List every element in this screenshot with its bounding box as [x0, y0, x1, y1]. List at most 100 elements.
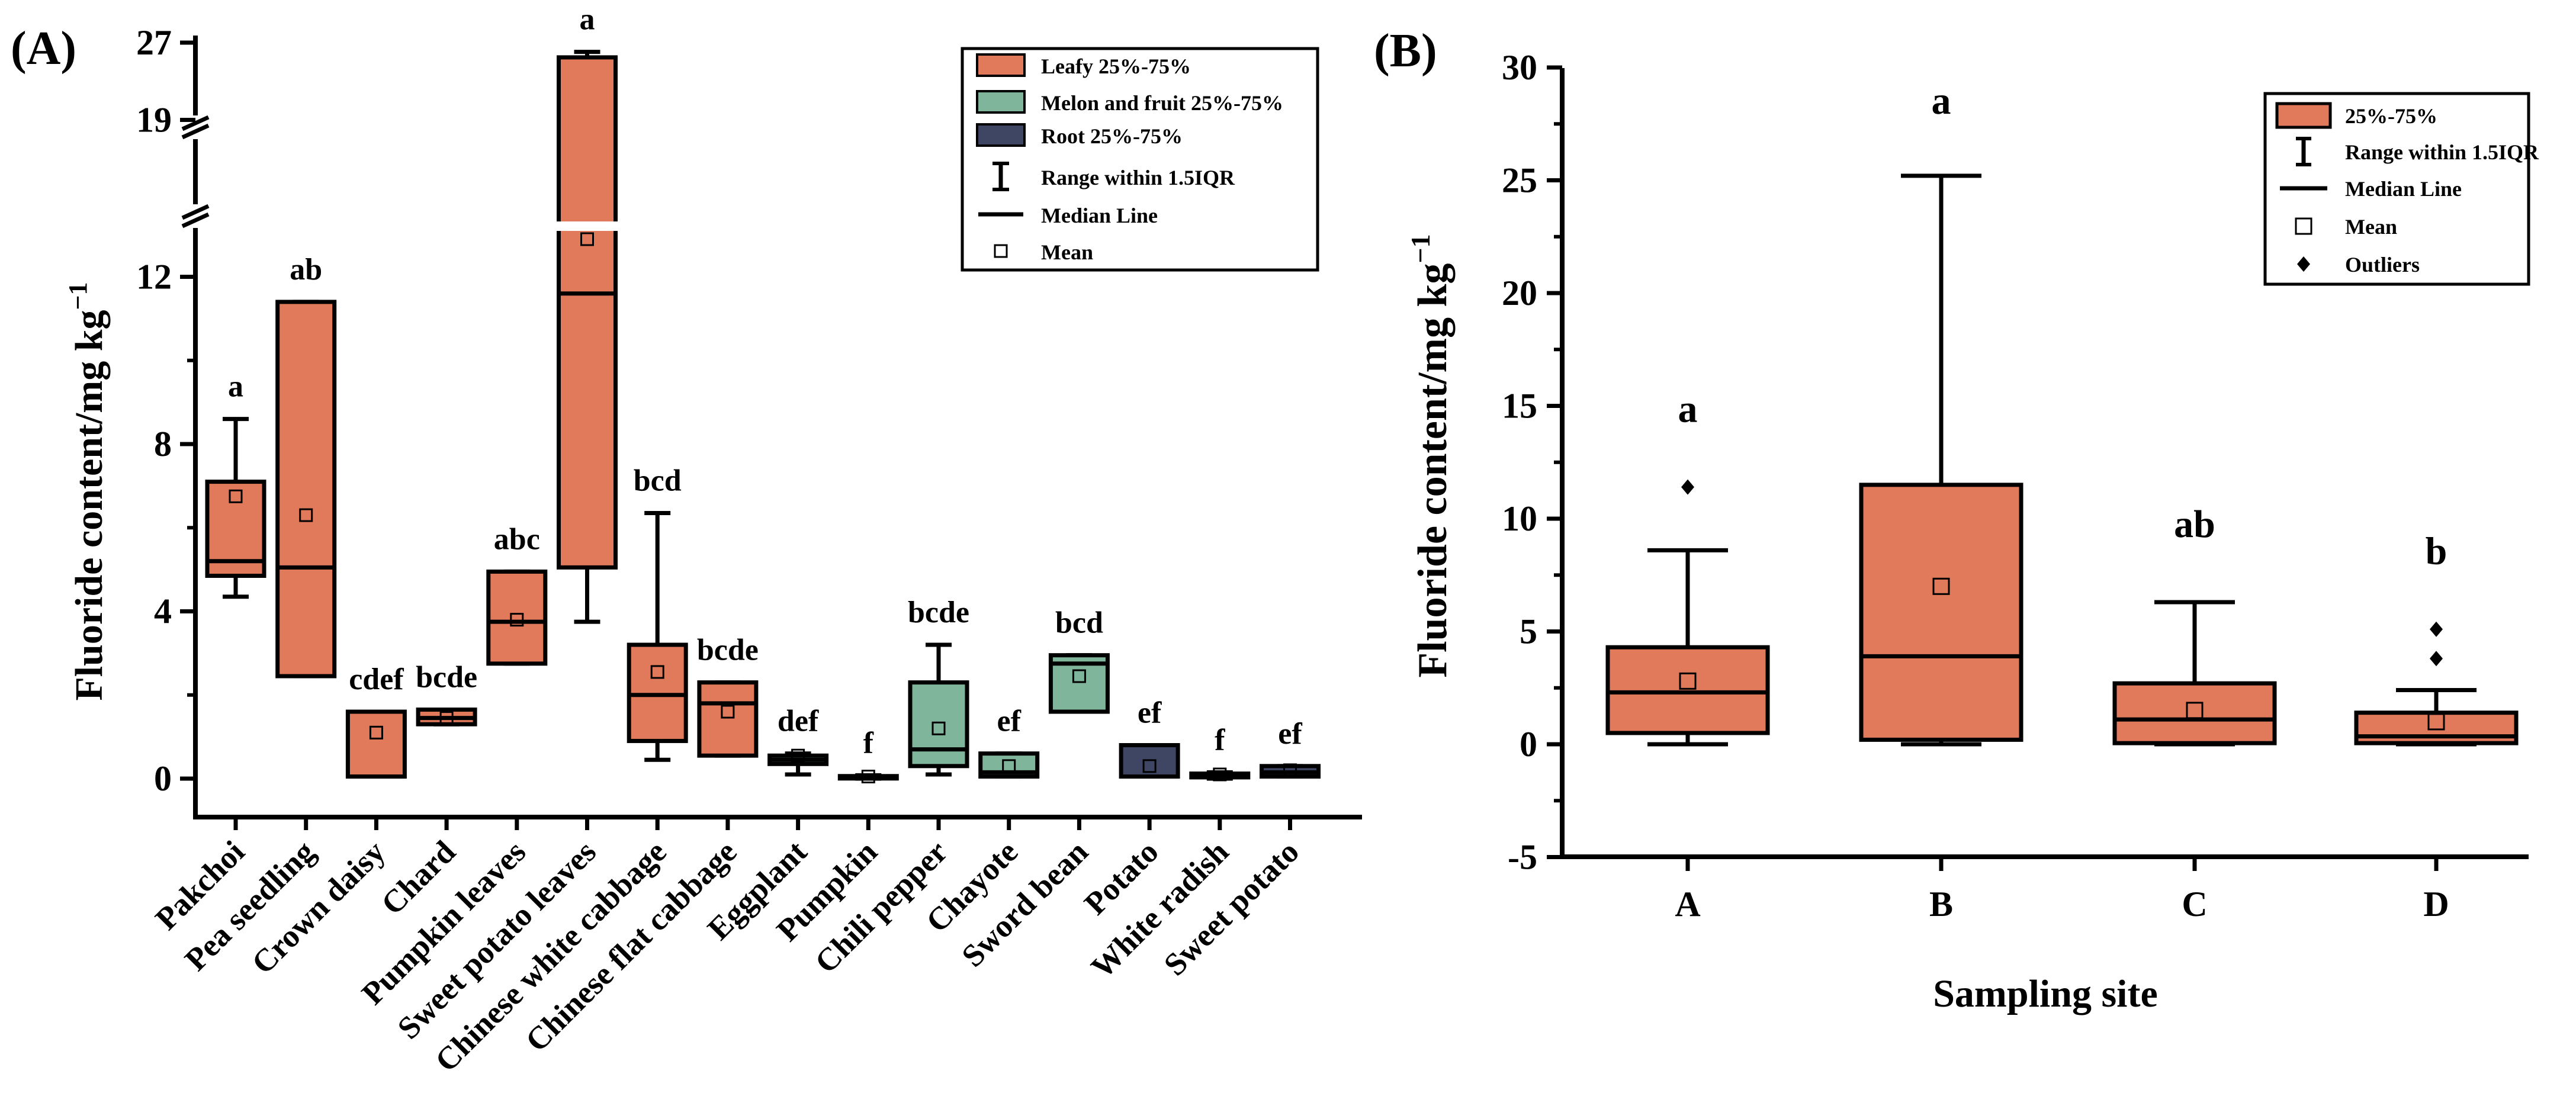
box-pakchoi: a — [205, 370, 266, 599]
y-axis-title: Fluoride content/mg kg−1 — [63, 282, 111, 700]
significance-letter: ef — [1278, 717, 1302, 751]
iqr-box — [1859, 483, 2023, 742]
mean-marker — [1072, 669, 1086, 683]
iqr-box — [2354, 711, 2519, 745]
legend-mean-symbol — [994, 244, 1008, 258]
legend-label: Mean — [1041, 240, 1093, 264]
y-tick-label: 12 — [136, 258, 172, 297]
x-tick-label: A — [1675, 885, 1700, 924]
mean-marker — [1142, 759, 1157, 773]
y-axis-title-text: Fluoride content/mg kg — [1410, 263, 1456, 678]
y-tick-label: 30 — [1502, 48, 1537, 87]
legend: 25%-75% Range within 1.5IQR Median Line Mea… — [2263, 92, 2539, 286]
mean-marker — [580, 232, 594, 246]
significance-letter: bcd — [634, 464, 682, 498]
mean-marker — [1213, 767, 1227, 782]
y-tick-label: 0 — [154, 759, 172, 798]
y-axis-title-text: Fluoride content/mg kg — [68, 310, 111, 701]
box-pumpkin-leaves: abc — [486, 522, 548, 666]
y-axis-title: Fluoride content/mg kg−1 — [1405, 234, 1456, 677]
legend-swatch-leafy — [976, 53, 1026, 77]
significance-letter: bcd — [1055, 606, 1103, 640]
y-tick-label: 5 — [1520, 612, 1537, 651]
box-white-radish: f — [1189, 723, 1251, 782]
significance-letter: cdef — [349, 663, 404, 696]
legend-swatch-root — [976, 123, 1026, 147]
x-tick-label: C — [2182, 885, 2207, 924]
significance-letter: a — [228, 370, 243, 404]
significance-letter: ab — [2174, 503, 2215, 546]
y-axis-title-superscript: −1 — [63, 282, 92, 310]
legend-label: Mean — [2345, 215, 2397, 239]
legend-label: Median Line — [1041, 204, 1158, 227]
mean-marker — [791, 748, 805, 763]
mean-marker — [2186, 702, 2204, 719]
box-site-c: ab — [2112, 503, 2277, 747]
box-crown-daisy: cdef — [345, 663, 407, 779]
mean-marker — [1283, 763, 1297, 777]
x-axis-title: Sampling site — [1933, 972, 2158, 1015]
legend-swatch-melon — [976, 90, 1026, 114]
box-pumpkin: f — [837, 726, 899, 783]
significance-letter: ef — [997, 705, 1021, 738]
mean-marker — [1679, 672, 1697, 690]
significance-letter: bcde — [697, 634, 759, 667]
iqr-box — [627, 642, 688, 743]
box-chayote: ef — [978, 705, 1040, 779]
mean-marker — [510, 613, 524, 627]
mean-marker — [299, 508, 313, 522]
y-tick-label: 20 — [1502, 274, 1537, 313]
iqr-box — [486, 569, 548, 666]
y-tick-label: 10 — [1502, 499, 1537, 538]
box-chinese-flat-cabbage: bcde — [697, 634, 759, 758]
legend-mean-symbol — [2295, 217, 2312, 235]
mean-marker — [650, 665, 664, 679]
legend-frame — [961, 47, 1319, 272]
y-tick-label: 25 — [1502, 161, 1537, 200]
x-tick-label: B — [1929, 885, 1953, 924]
significance-letter: abc — [494, 522, 540, 556]
box-potato: ef — [1119, 696, 1180, 779]
y-tick-label: 27 — [136, 23, 172, 62]
box-eggplant: def — [767, 705, 829, 777]
significance-letter: a — [1932, 79, 1951, 123]
significance-letter: def — [778, 705, 819, 738]
significance-letter: bcde — [416, 660, 477, 694]
box-chinese-white-cabbage: bcd — [627, 464, 688, 762]
mean-marker — [1932, 577, 1950, 595]
iqr-box — [345, 709, 407, 779]
y-axis-title-superscript: −1 — [1405, 234, 1435, 263]
iqr-box — [1605, 645, 1770, 735]
chart-b-canvas: (B) -5 0 5 10 15 20 25 30 Fluoride content/mg kg−… — [1374, 25, 2539, 1015]
mean-marker — [2427, 713, 2445, 731]
iqr-box — [275, 300, 337, 679]
mean-marker — [721, 705, 735, 719]
legend-label: Outliers — [2345, 253, 2420, 277]
y-tick-label: -5 — [1508, 838, 1537, 877]
box-sweet-potato-leaves: a — [557, 3, 618, 624]
legend-swatch — [2275, 102, 2332, 129]
axis-break-mark — [181, 204, 210, 220]
outlier-point — [2430, 651, 2443, 667]
box-pea-seedling: ab — [275, 253, 337, 679]
y-tick-label: 4 — [154, 592, 172, 631]
panel-a: (A) 0 4 8 12 19 27 Fluoride content/mg kg−1 a Pak… — [11, 3, 1362, 1079]
mean-marker — [369, 725, 383, 740]
mean-marker — [932, 721, 946, 735]
panel-label: (A) — [11, 22, 76, 75]
significance-letter: f — [863, 726, 874, 760]
x-tick-label: D — [2423, 885, 2449, 924]
panel-b: (B) -5 0 5 10 15 20 25 30 Fluoride content/mg kg−… — [1374, 0, 2576, 1109]
significance-letter: b — [2426, 530, 2447, 573]
outlier-point — [2430, 621, 2443, 637]
axis-break-mark — [181, 123, 210, 140]
outlier-point — [1681, 479, 1694, 495]
legend-label: Range within 1.5IQR — [2345, 140, 2539, 164]
y-tick-label: 0 — [1520, 725, 1537, 764]
box-chili-pepper: bcde — [908, 596, 969, 777]
box-site-b: a — [1859, 79, 2023, 747]
y-tick-label: 8 — [154, 425, 172, 464]
iqr-box — [908, 680, 969, 769]
box-site-a: a — [1605, 388, 1770, 747]
